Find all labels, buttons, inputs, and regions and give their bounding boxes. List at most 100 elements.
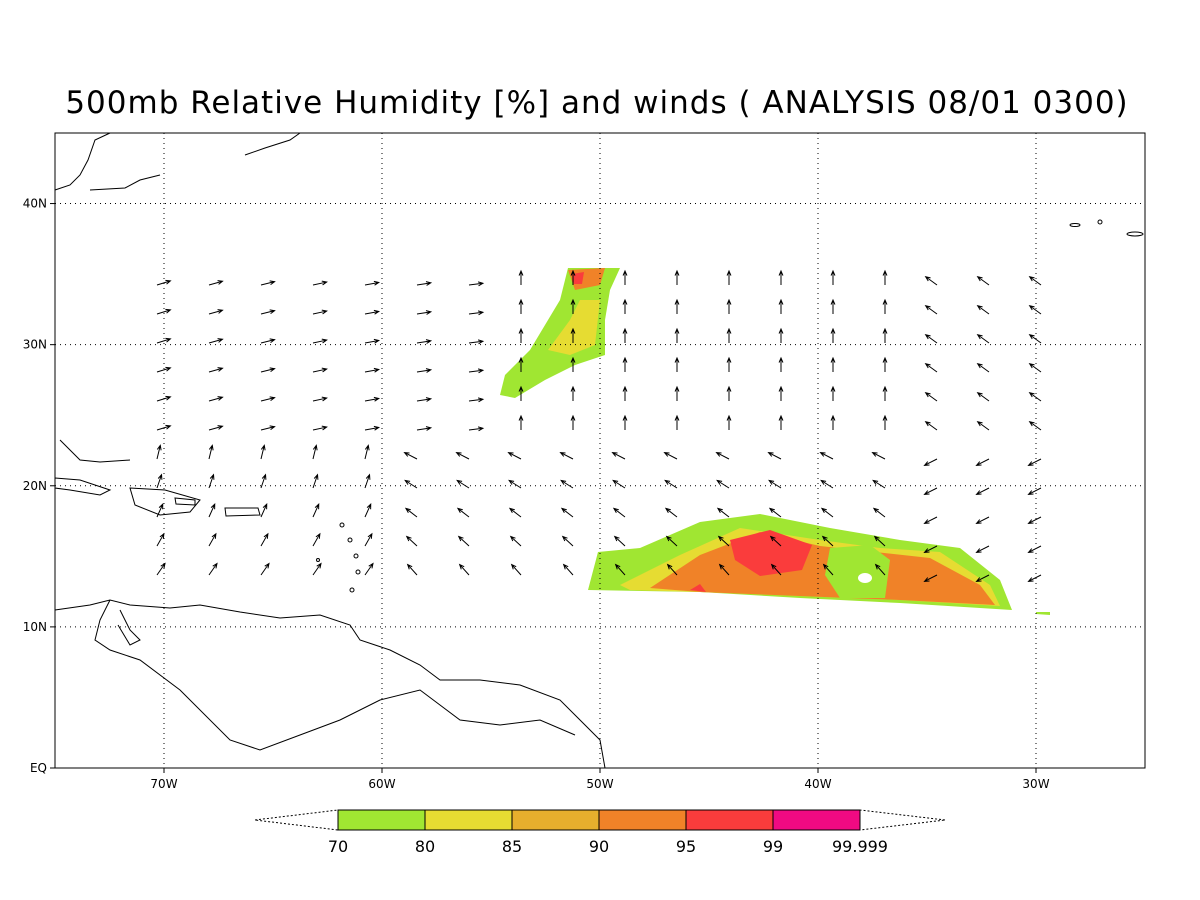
wind-arrow: [208, 309, 224, 315]
humidity-area: [690, 584, 706, 592]
wind-arrow: [622, 269, 628, 285]
island: [129, 487, 201, 516]
wind-arrow: [716, 507, 730, 518]
wind-arrow: [260, 367, 276, 373]
wind-arrow: [416, 281, 433, 286]
colorbar-box: [772, 809, 861, 831]
island: [224, 507, 261, 517]
wind-arrow: [882, 327, 888, 343]
wind-arrow: [882, 385, 888, 401]
wind-arrow: [208, 396, 224, 402]
wind-arrow: [404, 507, 418, 518]
wind-arrow: [364, 396, 381, 402]
wind-arrow: [769, 535, 782, 547]
title: 500mb Relative Humidity [%] and winds ( …: [65, 85, 1128, 121]
wind-arrow: [975, 574, 990, 582]
wind-arrow: [1028, 363, 1042, 373]
wind-arrow: [975, 458, 990, 466]
wind-arrow: [312, 444, 318, 460]
island: [174, 497, 196, 506]
wind-arrow: [976, 392, 990, 402]
wind-arrow: [560, 507, 574, 518]
wind-arrow: [364, 309, 381, 315]
wind-arrow: [872, 479, 886, 489]
wind-arrow: [156, 366, 172, 373]
wind-arrow: [208, 444, 214, 460]
wind-arrow: [518, 385, 524, 401]
wind-arrow: [819, 452, 834, 460]
wind-arrow: [924, 334, 938, 344]
humidity-gap: [858, 573, 872, 583]
wind-arrow: [822, 563, 834, 576]
wind-arrow: [416, 339, 433, 344]
wind-arrow: [364, 280, 381, 286]
wind-arrow: [778, 298, 784, 314]
wind-arrow: [924, 305, 938, 315]
wind-arrow: [976, 421, 990, 431]
wind-arrow: [156, 308, 172, 315]
y-tick-label: 10N: [23, 620, 47, 634]
wind-arrow: [260, 425, 276, 431]
wind-arrow: [1028, 305, 1042, 315]
wind-arrow: [726, 356, 732, 372]
wind-arrow: [458, 563, 470, 576]
wind-arrow: [674, 414, 680, 430]
wind-arrow: [156, 532, 165, 547]
wind-arrow: [622, 385, 628, 401]
wind-arrow: [768, 507, 782, 518]
wind-arrow: [674, 327, 680, 343]
wind-arrow: [975, 516, 990, 524]
wind-arrow: [622, 356, 628, 372]
humidity-area: [825, 545, 890, 598]
wind-vectors: [156, 269, 1042, 582]
coastline: [59, 439, 131, 463]
wind-arrow: [611, 452, 626, 460]
wind-arrow: [767, 452, 782, 460]
wind-arrow: [976, 363, 990, 373]
wind-arrow: [770, 563, 782, 576]
colorbar-label: 99: [763, 837, 783, 856]
wind-arrow: [312, 532, 321, 547]
wind-arrow: [882, 414, 888, 430]
wind-arrow: [717, 535, 730, 547]
wind-arrow: [778, 269, 784, 285]
wind-arrow: [208, 280, 224, 286]
wind-arrow: [312, 367, 328, 373]
wind-arrow: [820, 507, 834, 518]
wind-arrow: [364, 444, 370, 460]
island: [1126, 231, 1144, 237]
colorbar-box: [598, 809, 687, 831]
wind-arrow: [924, 392, 938, 402]
x-tick-label: 30W: [1022, 777, 1049, 791]
wind-arrow: [156, 424, 172, 431]
humidity-area: [730, 530, 812, 576]
y-tick-label: EQ: [30, 761, 47, 775]
humidity-area: [1036, 612, 1050, 615]
wind-arrow: [260, 338, 276, 344]
wind-arrow: [612, 479, 626, 489]
wind-arrow: [456, 507, 470, 518]
wind-arrow: [510, 563, 522, 576]
wind-arrow: [830, 414, 836, 430]
wind-arrow: [405, 535, 418, 547]
wind-arrow: [976, 305, 990, 315]
wind-arrow: [570, 414, 576, 430]
island: [54, 477, 112, 496]
coastline: [54, 599, 606, 769]
wind-arrow: [156, 473, 163, 489]
wind-arrow: [156, 444, 162, 460]
wind-arrow: [416, 368, 433, 373]
wind-arrow: [208, 503, 216, 518]
wind-arrow: [674, 269, 680, 285]
island: [1097, 219, 1103, 225]
wind-arrow: [666, 563, 678, 576]
humidity-area: [500, 268, 620, 398]
wind-arrow: [455, 452, 470, 460]
wind-arrow: [364, 425, 381, 431]
wind-arrow: [1028, 334, 1042, 344]
colorbar-label: 80: [415, 837, 435, 856]
wind-arrow: [923, 487, 938, 495]
wind-arrow: [208, 338, 224, 344]
wind-arrow: [872, 507, 886, 518]
wind-arrow: [874, 563, 886, 576]
